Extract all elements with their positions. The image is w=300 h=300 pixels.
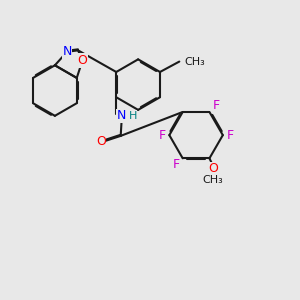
Text: N: N — [117, 110, 126, 122]
Text: O: O — [77, 54, 87, 67]
Text: O: O — [96, 135, 106, 148]
Text: O: O — [208, 162, 218, 175]
Text: CH₃: CH₃ — [185, 57, 206, 67]
Text: N: N — [62, 45, 72, 58]
Text: CH₃: CH₃ — [202, 175, 224, 185]
Text: F: F — [158, 129, 166, 142]
Text: F: F — [227, 129, 234, 142]
Text: F: F — [212, 99, 220, 112]
Text: H: H — [128, 111, 137, 121]
Text: F: F — [172, 158, 180, 171]
